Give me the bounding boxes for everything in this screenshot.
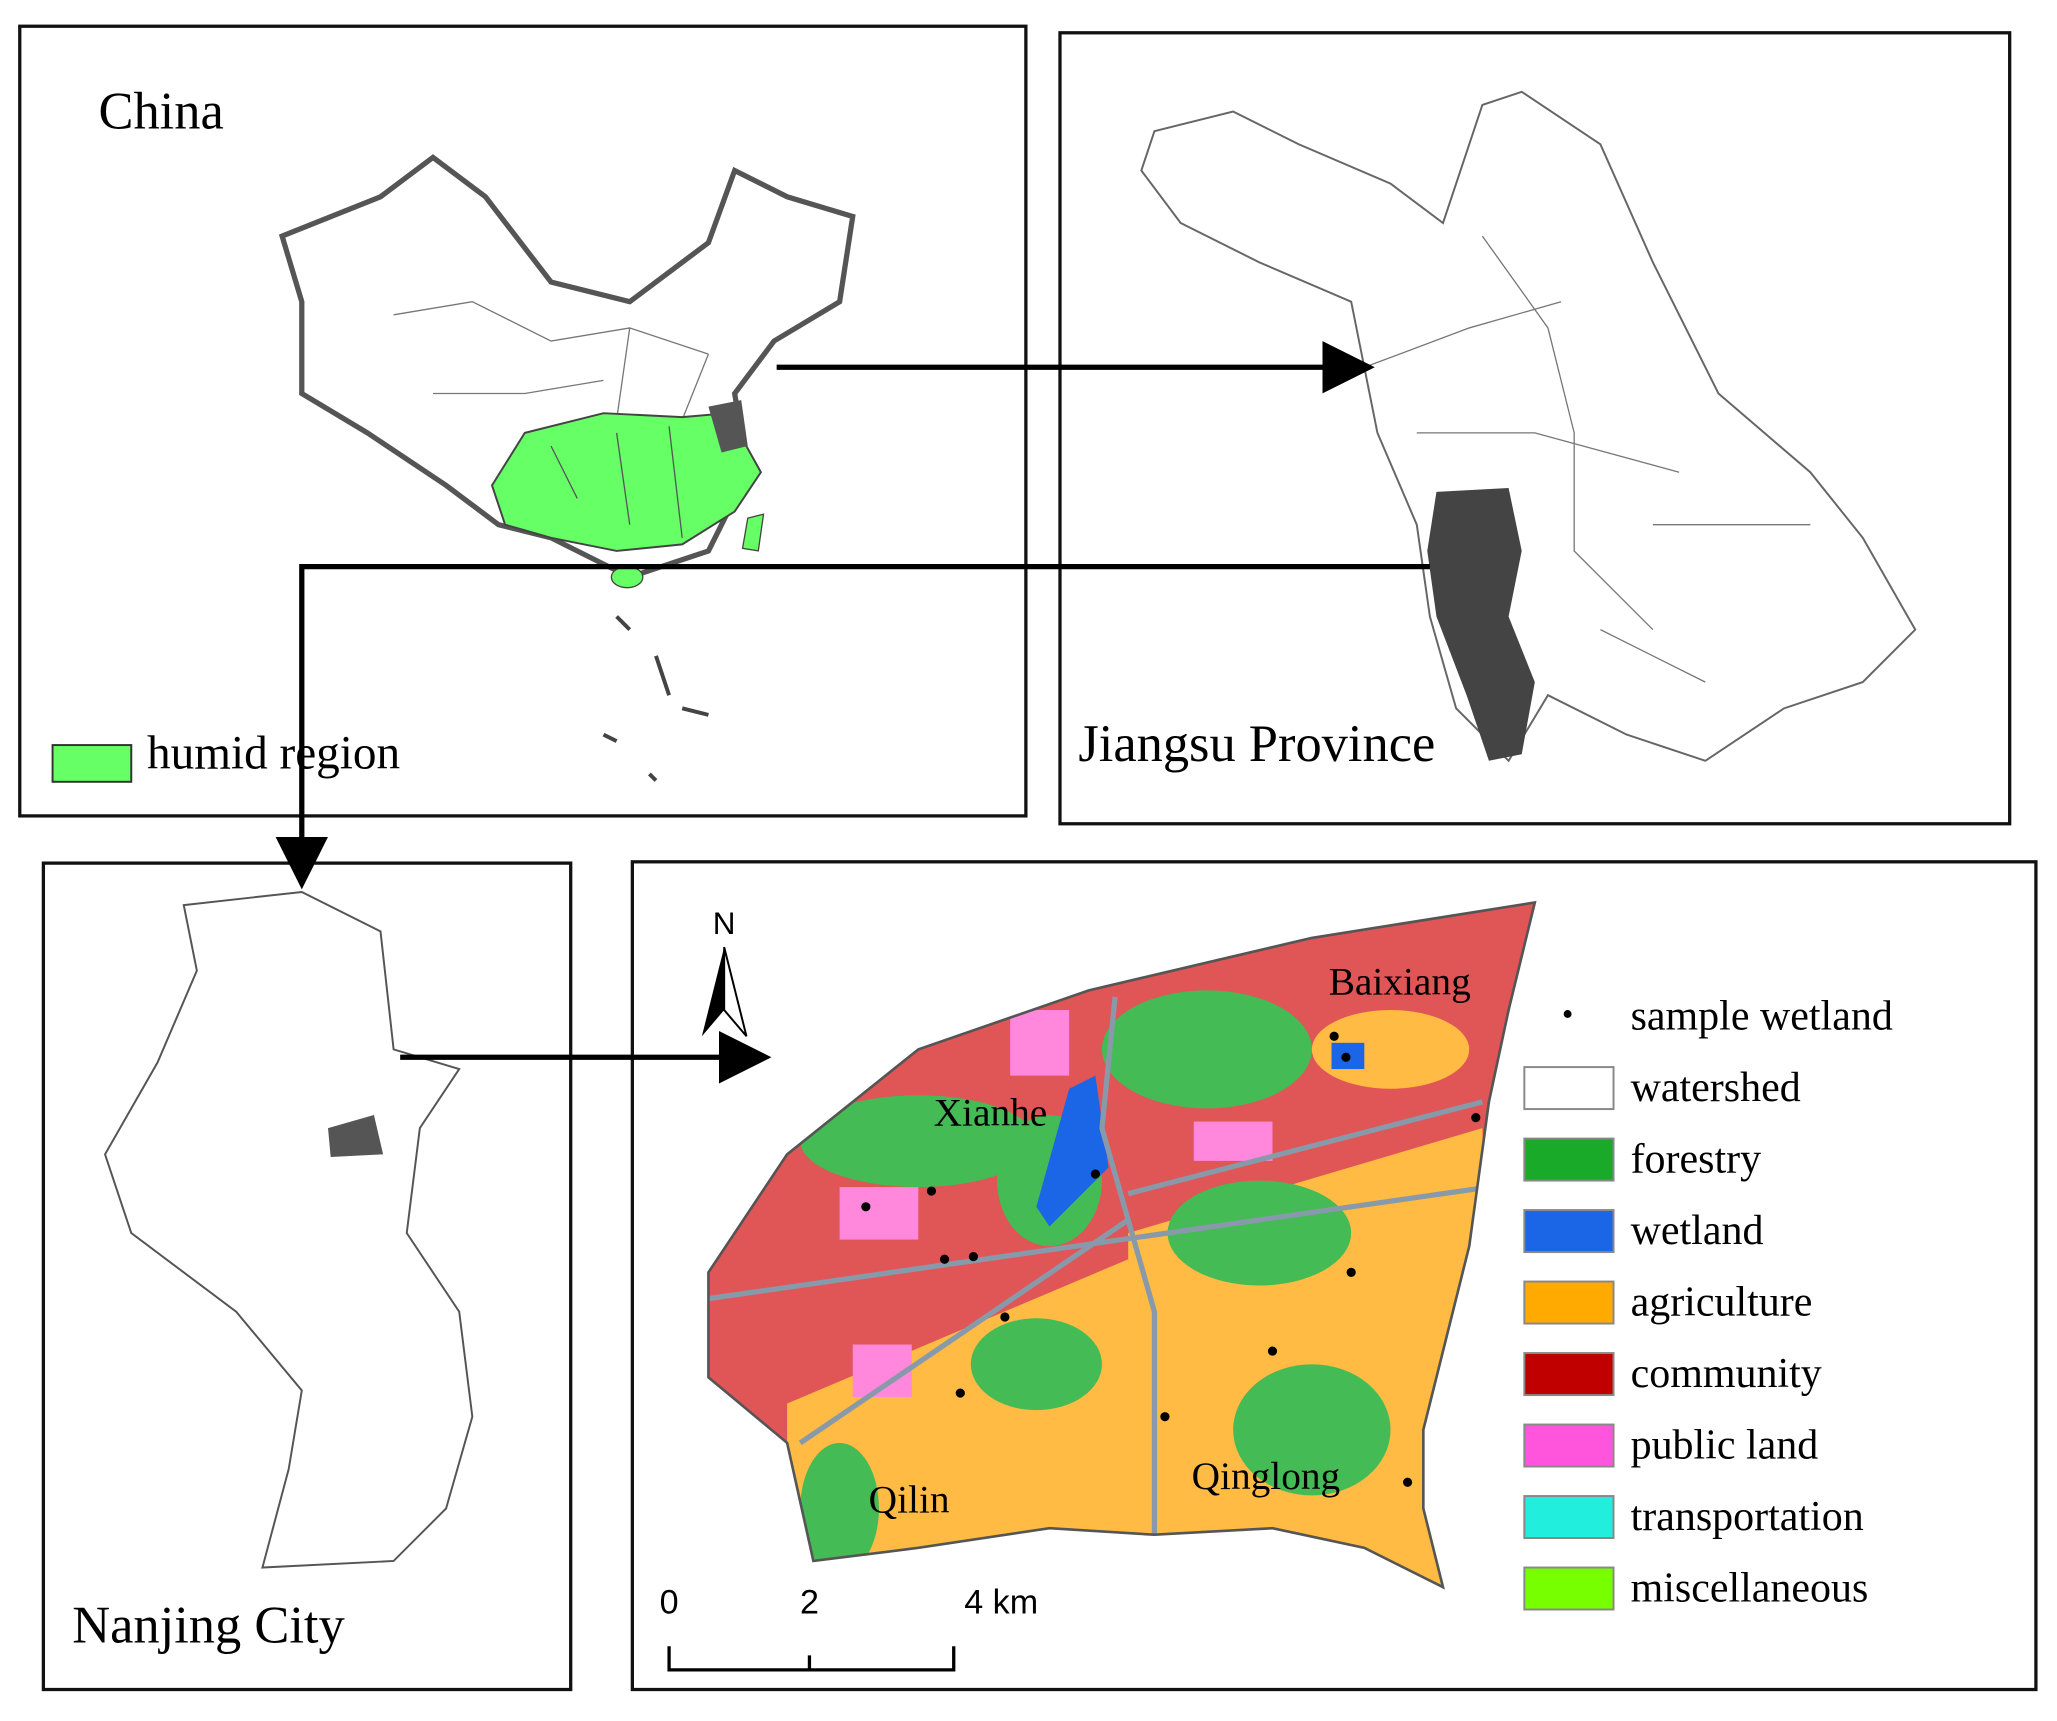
legend-label: sample wetland	[1631, 994, 1893, 1040]
north-arrow	[701, 947, 725, 1037]
legend-swatch	[1523, 1066, 1615, 1111]
scale-label: 0	[660, 1583, 679, 1621]
jiangsu-map	[1140, 90, 1917, 763]
arrows	[275, 341, 1430, 1084]
legend-swatch	[1523, 1566, 1615, 1611]
scale-label: 4 km	[964, 1583, 1038, 1621]
jiangsu-panel	[1058, 31, 2012, 826]
panel-title: Jiangsu Province	[1078, 715, 1435, 773]
sample-points	[861, 1031, 1481, 1487]
place-label: Qilin	[869, 1477, 950, 1521]
legend-label: community	[1631, 1351, 1822, 1397]
north-arrow	[723, 946, 748, 1037]
china-panel	[18, 24, 1028, 818]
study-panel	[630, 860, 2038, 1692]
legend-swatch	[1523, 1352, 1615, 1397]
legend-label: humid region	[147, 728, 400, 780]
legend-swatch	[1523, 1137, 1615, 1182]
legend-swatch	[51, 744, 133, 783]
panel-title: Nanjing City	[72, 1596, 345, 1654]
legend-label: transportation	[1631, 1494, 1864, 1540]
legend-swatch	[1523, 1280, 1615, 1325]
place-label: Xianhe	[934, 1090, 1048, 1134]
place-label: Baixiang	[1329, 959, 1471, 1003]
scale-label: 2	[800, 1583, 819, 1621]
place-label: Qinglong	[1192, 1454, 1341, 1498]
legend-dot	[1563, 1010, 1572, 1018]
panel-title: China	[98, 83, 223, 141]
legend-swatch	[1523, 1423, 1615, 1468]
scale-bar	[667, 1646, 956, 1672]
legend-label: forestry	[1631, 1137, 1762, 1183]
legend-label: public land	[1631, 1423, 1819, 1469]
legend-label: watershed	[1631, 1065, 1801, 1111]
legend-label: miscellaneous	[1631, 1566, 1869, 1612]
legend-swatch	[1523, 1209, 1615, 1254]
study-boundary	[707, 900, 1537, 1590]
china-map	[278, 154, 856, 782]
north-label: N	[713, 906, 736, 941]
nanjing-map	[103, 890, 474, 1569]
legend-label: wetland	[1631, 1208, 1764, 1254]
legend-label: agriculture	[1631, 1280, 1813, 1326]
legend-swatch	[1523, 1495, 1615, 1539]
